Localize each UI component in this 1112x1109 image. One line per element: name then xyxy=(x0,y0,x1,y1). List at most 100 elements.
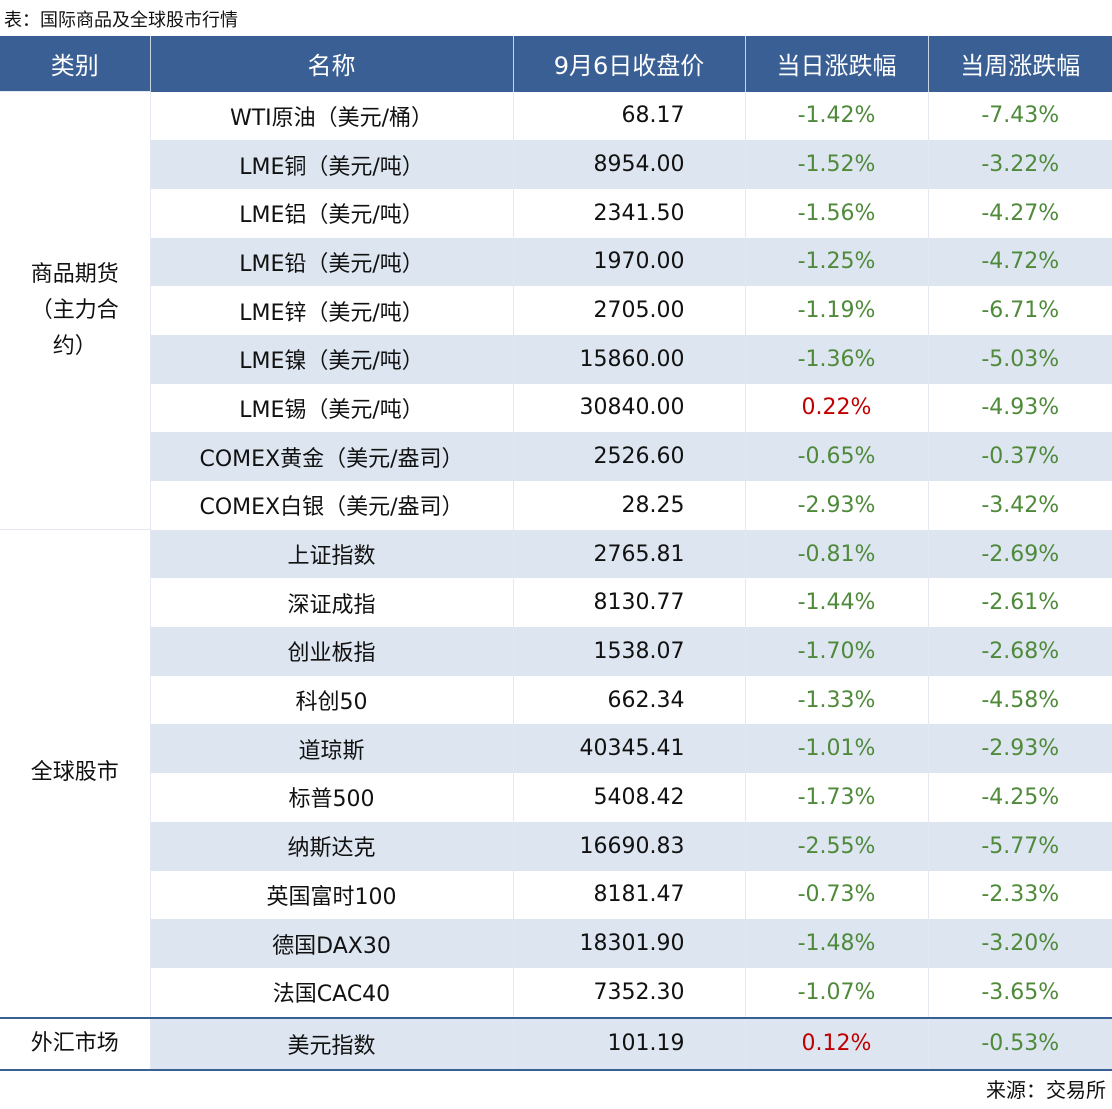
item-name: 道琼斯 xyxy=(149,724,513,774)
item-name: 标普500 xyxy=(149,773,513,822)
weekly-change: -3.22% xyxy=(927,140,1112,189)
item-name: 纳斯达克 xyxy=(149,821,513,871)
weekly-change: -0.37% xyxy=(927,432,1112,481)
close-price: 8130.77 xyxy=(512,578,745,628)
header-cell: 类别 xyxy=(0,36,150,92)
close-price: 8954.00 xyxy=(512,140,745,189)
weekly-change: -5.77% xyxy=(927,821,1112,871)
item-name: LME铅（美元/吨） xyxy=(149,237,513,287)
daily-change: -1.52% xyxy=(744,140,928,189)
data-row: 英国富时100 8181.47 -0.73% -2.33% xyxy=(0,870,1112,920)
close-price: 1538.07 xyxy=(512,627,745,676)
daily-change: -1.19% xyxy=(744,286,928,335)
item-name: 深证成指 xyxy=(149,578,513,628)
weekly-change: -4.72% xyxy=(927,237,1112,287)
header-cell: 名称 xyxy=(149,36,513,92)
weekly-change: -2.69% xyxy=(927,529,1112,579)
daily-change: -0.81% xyxy=(744,529,928,579)
daily-change: -2.93% xyxy=(744,481,928,530)
source-note: 来源：交易所 xyxy=(986,1078,1106,1102)
data-row: 科创50 662.34 -1.33% -4.58% xyxy=(0,675,1112,725)
close-price: 2526.60 xyxy=(512,432,745,481)
close-price: 28.25 xyxy=(512,481,745,530)
weekly-change: -0.53% xyxy=(927,1016,1112,1071)
daily-change: -0.65% xyxy=(744,432,928,481)
item-name: LME锌（美元/吨） xyxy=(149,286,513,335)
close-price: 2765.81 xyxy=(512,529,745,579)
data-row: 德国DAX30 18301.90 -1.48% -3.20% xyxy=(0,919,1112,968)
daily-change: 0.12% xyxy=(744,1016,928,1071)
close-price: 8181.47 xyxy=(512,870,745,920)
item-name: LME铜（美元/吨） xyxy=(149,140,513,189)
daily-change: -1.01% xyxy=(744,724,928,774)
daily-change: -1.70% xyxy=(744,627,928,676)
close-price: 18301.90 xyxy=(512,919,745,968)
data-row: LME锡（美元/吨） 30840.00 0.22% -4.93% xyxy=(0,383,1112,433)
table-title: 表：国际商品及全球股市行情 xyxy=(4,10,238,31)
weekly-change: -2.93% xyxy=(927,724,1112,774)
category-cell: 外汇市场 xyxy=(0,1016,150,1071)
data-row: LME铅（美元/吨） 1970.00 -1.25% -4.72% xyxy=(0,237,1112,287)
item-name: 法国CAC40 xyxy=(149,967,513,1018)
daily-change: -1.36% xyxy=(744,334,928,384)
header-cell: 当周涨跌幅 xyxy=(927,36,1112,92)
item-name: 美元指数 xyxy=(149,1016,513,1071)
close-price: 7352.30 xyxy=(512,967,745,1018)
item-name: 创业板指 xyxy=(149,627,513,676)
daily-change: -1.33% xyxy=(744,675,928,725)
data-row: 纳斯达克 16690.83 -2.55% -5.77% xyxy=(0,821,1112,871)
data-row: 深证成指 8130.77 -1.44% -2.61% xyxy=(0,578,1112,628)
daily-change: -2.55% xyxy=(744,821,928,871)
item-name: 德国DAX30 xyxy=(149,919,513,968)
item-name: 上证指数 xyxy=(149,529,513,579)
data-row: 商品期货（主力合约） WTI原油（美元/桶） 68.17 -1.42% -7.43% xyxy=(0,90,1112,530)
header-cell: 9月6日收盘价 xyxy=(512,36,745,92)
weekly-change: -4.25% xyxy=(927,773,1112,822)
weekly-change: -4.58% xyxy=(927,675,1112,725)
data-row: 外汇市场 美元指数 101.19 0.12% -0.53% xyxy=(0,1016,1112,1071)
data-row: 标普500 5408.42 -1.73% -4.25% xyxy=(0,773,1112,822)
data-row: COMEX黄金（美元/盎司） 2526.60 -0.65% -0.37% xyxy=(0,432,1112,481)
daily-change: -1.44% xyxy=(744,578,928,628)
weekly-change: -6.71% xyxy=(927,286,1112,335)
daily-change: -1.25% xyxy=(744,237,928,287)
daily-change: -1.07% xyxy=(744,967,928,1018)
daily-change: -0.73% xyxy=(744,870,928,920)
item-name: LME锡（美元/吨） xyxy=(149,383,513,433)
data-row: LME铝（美元/吨） 2341.50 -1.56% -4.27% xyxy=(0,188,1112,238)
close-price: 5408.42 xyxy=(512,773,745,822)
close-price: 1970.00 xyxy=(512,237,745,287)
close-price: 15860.00 xyxy=(512,334,745,384)
data-row: LME铜（美元/吨） 8954.00 -1.52% -3.22% xyxy=(0,140,1112,189)
daily-change: -1.73% xyxy=(744,773,928,822)
category-cell: 商品期货（主力合约） xyxy=(0,90,150,530)
data-row: 全球股市 上证指数 2765.81 -0.81% -2.69% xyxy=(0,529,1112,1018)
weekly-change: -2.61% xyxy=(927,578,1112,628)
weekly-change: -3.65% xyxy=(927,967,1112,1018)
weekly-change: -5.03% xyxy=(927,334,1112,384)
weekly-change: -3.20% xyxy=(927,919,1112,968)
weekly-change: -7.43% xyxy=(927,91,1112,141)
data-row: COMEX白银（美元/盎司） 28.25 -2.93% -3.42% xyxy=(0,481,1112,530)
close-price: 662.34 xyxy=(512,675,745,725)
header-row: 类别 名称 9月6日收盘价 当日涨跌幅 当周涨跌幅 xyxy=(0,36,1112,92)
close-price: 30840.00 xyxy=(512,383,745,433)
category-cell: 全球股市 xyxy=(0,529,150,1018)
daily-change: 0.22% xyxy=(744,383,928,433)
data-row: LME锌（美元/吨） 2705.00 -1.19% -6.71% xyxy=(0,286,1112,335)
item-name: WTI原油（美元/桶） xyxy=(149,91,513,141)
weekly-change: -2.33% xyxy=(927,870,1112,920)
weekly-change: -3.42% xyxy=(927,481,1112,530)
header-cell: 当日涨跌幅 xyxy=(744,36,928,92)
daily-change: -1.56% xyxy=(744,188,928,238)
item-name: 科创50 xyxy=(149,675,513,725)
close-price: 16690.83 xyxy=(512,821,745,871)
item-name: 英国富时100 xyxy=(149,870,513,920)
market-table: 类别 名称 9月6日收盘价 当日涨跌幅 当周涨跌幅 商品期货（主力合约） WTI原油（美元… xyxy=(0,36,1112,1071)
daily-change: -1.42% xyxy=(744,91,928,141)
close-price: 101.19 xyxy=(512,1016,745,1071)
data-row: 道琼斯 40345.41 -1.01% -2.93% xyxy=(0,724,1112,774)
daily-change: -1.48% xyxy=(744,919,928,968)
data-row: LME镍（美元/吨） 15860.00 -1.36% -5.03% xyxy=(0,334,1112,384)
